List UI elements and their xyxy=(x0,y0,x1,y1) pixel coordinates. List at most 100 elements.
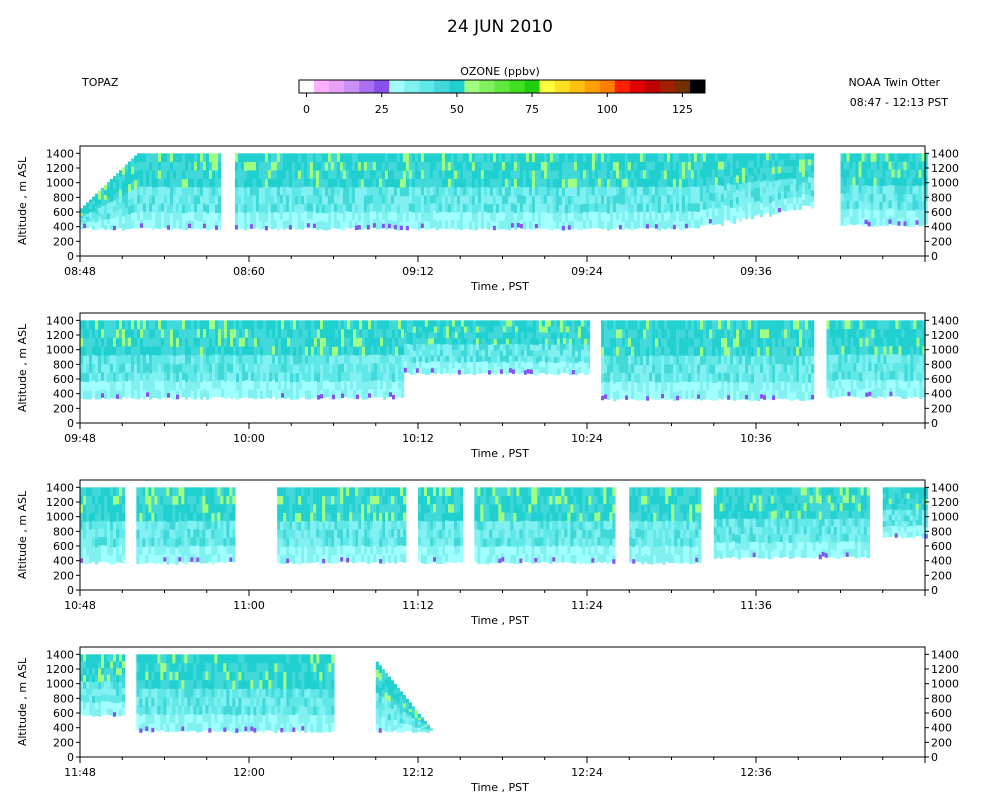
ozone-cell xyxy=(795,178,800,185)
ozone-cell xyxy=(366,161,371,171)
ozone-cell xyxy=(188,178,192,187)
ozone-cell xyxy=(95,337,99,347)
ozone-cell xyxy=(360,178,365,188)
ozone-cell xyxy=(363,211,368,221)
ozone-cell xyxy=(107,364,111,374)
ozone-cell xyxy=(290,337,294,347)
ozone-cell xyxy=(865,337,869,347)
ozone-cell xyxy=(810,171,815,179)
ozone-cell xyxy=(859,320,863,330)
ozone-cell xyxy=(775,381,779,391)
ozone-cell xyxy=(206,346,210,356)
ozone-cell xyxy=(567,212,572,222)
ozone-cell xyxy=(687,211,692,220)
ozone-cell xyxy=(212,379,216,389)
ozone-cell xyxy=(703,381,707,391)
ozone-cell xyxy=(706,381,710,391)
ozone-cell xyxy=(167,363,171,373)
ozone-cell xyxy=(711,208,716,218)
ozone-cell xyxy=(272,345,276,355)
ozone-cell xyxy=(775,389,779,399)
ozone-cell xyxy=(633,203,638,213)
ozone-cell xyxy=(287,371,291,381)
ozone-cell xyxy=(673,338,677,348)
ozone-cell xyxy=(161,153,165,162)
ozone-cell xyxy=(496,366,501,373)
ozone-cell xyxy=(353,355,357,365)
ozone-cell xyxy=(125,164,129,172)
ozone-cell xyxy=(398,345,402,355)
ozone-cell xyxy=(784,355,788,365)
ozone-cell xyxy=(879,169,883,178)
ozone-cell xyxy=(323,328,327,338)
ozone-cell xyxy=(559,320,564,327)
ozone-cell xyxy=(850,362,854,371)
ozone-cell xyxy=(128,221,132,230)
ozone-cell xyxy=(729,153,734,162)
ozone-cell xyxy=(426,170,431,180)
ozone-cell xyxy=(753,201,758,209)
ozone-cell xyxy=(795,190,800,198)
ozone-cell xyxy=(811,364,815,374)
ozone-cell xyxy=(604,320,608,330)
ozone-cell xyxy=(218,212,222,222)
ozone-cell xyxy=(472,332,477,339)
ozone-cell xyxy=(273,153,278,162)
ozone-cell xyxy=(191,153,195,163)
ozone-cell xyxy=(378,178,383,188)
ozone-cell xyxy=(306,169,311,179)
ozone-cell xyxy=(249,153,254,163)
ozone-cell xyxy=(197,153,201,163)
ozone-cell xyxy=(628,381,632,391)
ozone-cell xyxy=(645,195,650,204)
ozone-cell xyxy=(736,320,740,330)
ozone-cell xyxy=(693,219,698,229)
ozone-cell xyxy=(708,176,713,185)
ozone-cell xyxy=(429,153,434,162)
ozone-cell xyxy=(119,381,123,391)
ozone-cell xyxy=(609,195,614,205)
ozone-cell xyxy=(417,161,422,171)
ozone-cell xyxy=(631,363,635,373)
ozone-cell xyxy=(398,320,402,330)
ozone-cell xyxy=(510,178,515,187)
ozone-cell xyxy=(726,190,731,199)
ozone-cell xyxy=(203,223,206,229)
ozone-cell xyxy=(708,153,713,162)
y-tick-label: 0 xyxy=(67,250,74,263)
ozone-cell xyxy=(469,338,474,345)
ozone-cell xyxy=(556,326,561,333)
ozone-cell xyxy=(436,355,441,362)
ozone-cell xyxy=(398,328,402,338)
ozone-cell xyxy=(421,361,426,368)
ozone-cell xyxy=(351,186,356,196)
ozone-cell xyxy=(918,201,922,211)
ozone-cell xyxy=(525,211,530,221)
ozone-cell xyxy=(780,166,785,173)
ozone-cell xyxy=(604,346,608,356)
ozone-cell xyxy=(520,361,525,368)
ozone-cell xyxy=(143,186,147,196)
ozone-cell xyxy=(739,329,743,339)
ozone-cell xyxy=(182,337,186,347)
ozone-cell xyxy=(403,368,407,373)
ozone-cell xyxy=(615,194,620,204)
ozone-cell xyxy=(104,363,108,373)
ozone-cell xyxy=(291,194,296,204)
ozone-cell xyxy=(242,380,246,390)
ozone-cell xyxy=(366,178,371,188)
ozone-cell xyxy=(284,337,288,347)
ozone-cell xyxy=(234,161,239,171)
ozone-cell xyxy=(122,167,126,175)
ozone-cell xyxy=(463,320,468,327)
ozone-cell xyxy=(357,195,362,205)
ozone-cell xyxy=(769,355,773,365)
ozone-cell xyxy=(302,345,306,355)
ozone-cell xyxy=(642,161,647,171)
ozone-cell xyxy=(327,195,332,205)
ozone-cell xyxy=(897,153,901,162)
ozone-cell xyxy=(326,362,330,372)
ozone-cell xyxy=(633,186,638,196)
ozone-cell xyxy=(116,394,119,399)
ozone-cell xyxy=(421,320,426,327)
